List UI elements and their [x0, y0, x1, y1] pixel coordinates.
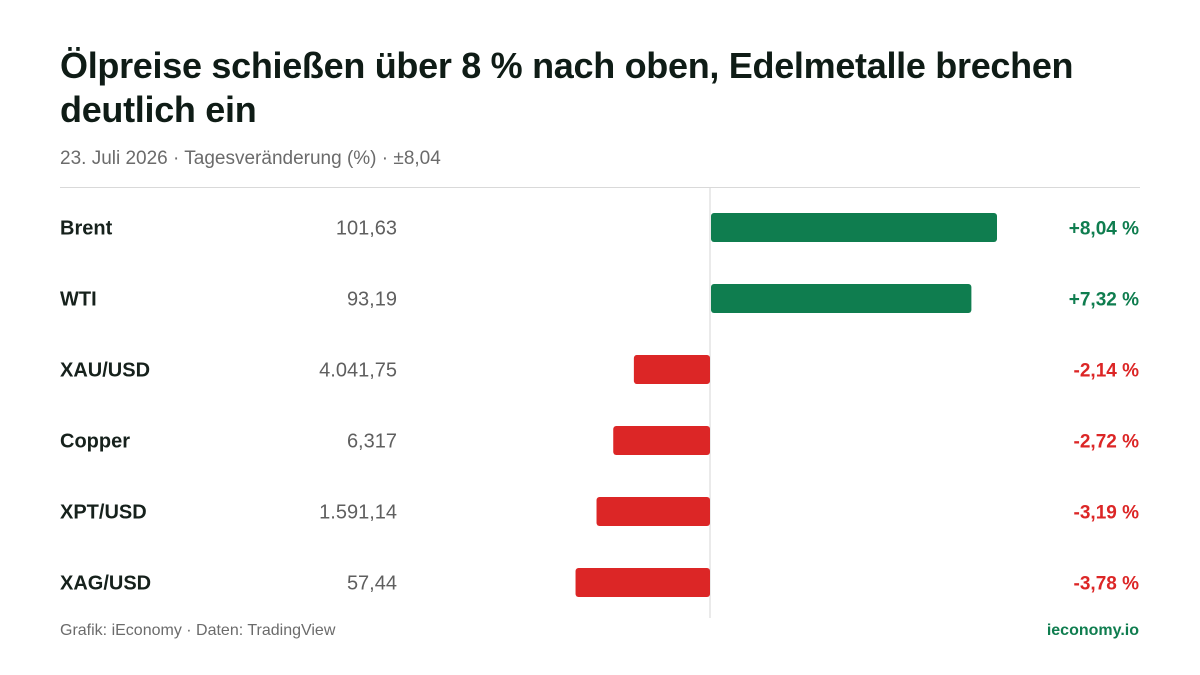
value-label: -3,78 % [1074, 574, 1140, 595]
value-label: -2,14 % [1074, 361, 1140, 382]
bar-xag-usd [575, 568, 710, 597]
category-label: Brent [60, 218, 113, 240]
brand-link[interactable]: ieconomy.io [1046, 622, 1139, 639]
bar-brent [711, 213, 997, 242]
category-label: Copper [60, 431, 130, 453]
bar-chart: Brent 101,63 +8,04 % WTI 93,19 +7,32 % XAU/USD… [60, 188, 1140, 618]
source-credit: Grafik: iEconomy · Daten: TradingView [60, 622, 336, 639]
bar-copper [613, 426, 710, 455]
price-label: 93,19 [347, 289, 397, 311]
value-label: -3,19 % [1074, 503, 1140, 524]
header-divider [60, 187, 1140, 188]
value-label: +8,04 % [1069, 219, 1139, 240]
price-label: 57,44 [347, 573, 397, 595]
chart-subtitle: 23. Juli 2026 · Tagesveränderung (%) · ±… [60, 148, 441, 169]
price-label: 101,63 [336, 218, 397, 240]
value-label: +7,32 % [1069, 290, 1139, 311]
chart-title: Ölpreise schießen über 8 % nach oben, Ed… [60, 45, 1074, 130]
bar-xau-usd [633, 355, 710, 384]
category-label: XAG/USD [60, 573, 151, 595]
price-label: 1.591,14 [319, 502, 397, 524]
price-label: 6,317 [347, 431, 397, 453]
category-label: XAU/USD [60, 360, 150, 382]
category-label: XPT/USD [60, 502, 147, 524]
value-label: -2,72 % [1074, 432, 1140, 453]
category-label: WTI [60, 289, 97, 311]
price-label: 4.041,75 [319, 360, 397, 382]
bar-wti [711, 284, 972, 313]
bar-xpt-usd [596, 497, 710, 526]
